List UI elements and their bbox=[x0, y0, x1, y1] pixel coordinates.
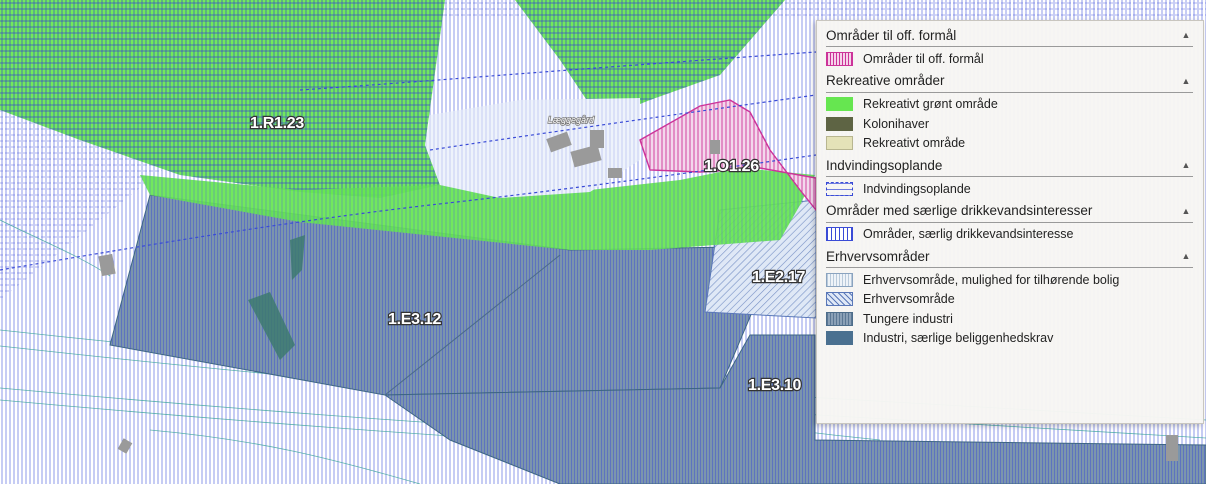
legend-group-title: Rekreative områder bbox=[826, 73, 945, 88]
legend-item-label: Kolonihaver bbox=[863, 116, 930, 131]
legend-panel[interactable]: Områder til off. formål ▲ Områder til of… bbox=[816, 20, 1204, 424]
swatch-allotments bbox=[826, 116, 853, 131]
legend-item-label: Indvindingsoplande bbox=[863, 181, 971, 196]
legend-group-header[interactable]: Erhvervsområder ▲ bbox=[826, 245, 1193, 268]
buildings bbox=[98, 130, 1178, 461]
legend-item: Områder, særlig drikkevandsinteresse bbox=[826, 225, 1193, 245]
legend-item-label: Områder til off. formål bbox=[863, 51, 984, 66]
place-name-label: Læggegård bbox=[548, 115, 595, 125]
vegetation-patches bbox=[248, 235, 305, 360]
legend-item: Kolonihaver bbox=[826, 114, 1193, 134]
legend-item-label: Industri, særlige beliggenhedskrav bbox=[863, 331, 1054, 346]
extraction-boundaries bbox=[0, 51, 817, 271]
legend-group-title: Erhvervsområder bbox=[826, 248, 930, 264]
swatch-recreational bbox=[826, 136, 853, 151]
label-zone-4: 1.E3.12 bbox=[388, 311, 441, 328]
legend-group-extraction: Indvindingsoplande ▲ Indvindingsoplande bbox=[826, 154, 1193, 200]
legend-group-public: Områder til off. formål ▲ Områder til of… bbox=[826, 24, 1193, 70]
legend-item-label: Erhvervsområde, mulighed for tilhørende … bbox=[863, 272, 1120, 287]
collapse-arrow-icon[interactable]: ▲ bbox=[1181, 160, 1191, 170]
legend-item: Industri, særlige beliggenhedskrav bbox=[826, 329, 1193, 349]
swatch-public-hatch bbox=[826, 51, 853, 66]
legend-item: Indvindingsoplande bbox=[826, 179, 1193, 199]
legend-item: Rekreativt grønt område bbox=[826, 95, 1193, 115]
legend-item: Erhvervsområde, mulighed for tilhørende … bbox=[826, 270, 1193, 290]
swatch-diagonal bbox=[826, 292, 853, 307]
legend-item: Rekreativt område bbox=[826, 134, 1193, 154]
swatch-dense-dots bbox=[826, 311, 853, 326]
legend-group-drinking-water: Områder med særlige drikkevandsinteresse… bbox=[826, 200, 1193, 246]
collapse-arrow-icon[interactable]: ▲ bbox=[1181, 251, 1191, 261]
zone-tungere-industri-east[interactable] bbox=[383, 334, 1206, 484]
legend-item-label: Områder, særlig drikkevandsinteresse bbox=[863, 227, 1074, 242]
legend-group-recreational: Rekreative områder ▲ Rekreativt grønt om… bbox=[826, 70, 1193, 155]
label-zone-5: 1.E3.10 bbox=[748, 377, 801, 394]
legend-group-title: Indvindingsoplande bbox=[826, 157, 943, 173]
legend-group-title: Områder med særlige drikkevandsinteresse… bbox=[826, 203, 1093, 218]
legend-group-header[interactable]: Rekreative områder ▲ bbox=[826, 70, 1193, 93]
label-zone-1: 1.R1.23 bbox=[250, 115, 304, 132]
legend-group-header[interactable]: Områder til off. formål ▲ bbox=[826, 24, 1193, 47]
legend-item-label: Rekreativt grønt område bbox=[863, 97, 998, 112]
legend-item: Erhvervsområde bbox=[826, 290, 1193, 310]
legend-item: Tungere industri bbox=[826, 309, 1193, 329]
swatch-green-recreational bbox=[826, 97, 853, 112]
legend-item: Områder til off. formål bbox=[826, 49, 1193, 69]
swatch-dashed-lines bbox=[826, 181, 853, 196]
legend-item-label: Rekreativt område bbox=[863, 136, 966, 151]
collapse-arrow-icon[interactable]: ▲ bbox=[1181, 30, 1191, 40]
label-zone-3: 1.E2.17 bbox=[752, 269, 805, 286]
legend-group-title: Områder til off. formål bbox=[826, 27, 957, 43]
swatch-solid-blue bbox=[826, 331, 853, 346]
parcel-divider bbox=[384, 254, 561, 396]
legend-group-header[interactable]: Indvindingsoplande ▲ bbox=[826, 154, 1193, 177]
swatch-vertical-lines bbox=[826, 227, 853, 242]
collapse-arrow-icon[interactable]: ▲ bbox=[1181, 205, 1191, 216]
label-zone-2: 1.O1.26 bbox=[704, 158, 759, 175]
collapse-arrow-icon[interactable]: ▲ bbox=[1181, 75, 1191, 86]
legend-group-commercial: Erhvervsområder ▲ Erhvervsområde, muligh… bbox=[826, 245, 1193, 349]
swatch-light-dotted bbox=[826, 272, 853, 287]
legend-item-label: Erhvervsområde bbox=[863, 292, 955, 307]
legend-item-label: Tungere industri bbox=[863, 311, 953, 326]
legend-group-header[interactable]: Områder med særlige drikkevandsinteresse… bbox=[826, 200, 1193, 223]
